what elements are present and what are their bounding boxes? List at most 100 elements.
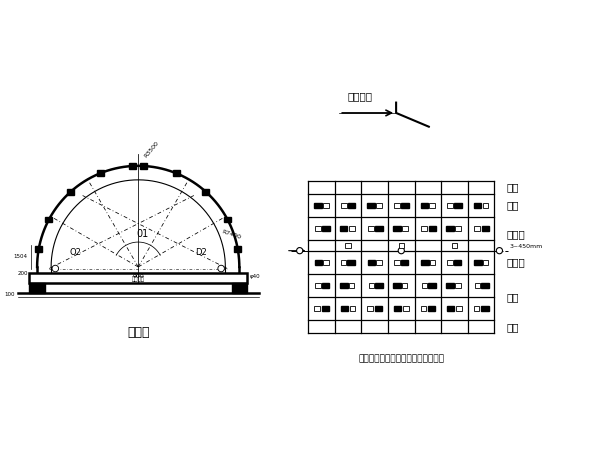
Bar xyxy=(341,306,348,312)
Bar xyxy=(402,283,407,288)
Bar xyxy=(454,203,462,208)
Text: 边模: 边模 xyxy=(506,292,519,302)
Bar xyxy=(350,306,355,311)
Text: 底模: 底模 xyxy=(506,182,519,193)
Bar xyxy=(341,203,347,208)
Text: 1504: 1504 xyxy=(14,254,28,259)
Bar xyxy=(481,283,489,288)
Bar xyxy=(348,203,355,208)
Text: φ40: φ40 xyxy=(250,274,261,279)
Bar xyxy=(346,243,351,248)
Text: 200: 200 xyxy=(17,271,28,276)
Bar xyxy=(315,226,320,231)
Text: 短顶模: 短顶模 xyxy=(506,257,525,267)
Bar xyxy=(398,243,404,248)
Bar xyxy=(483,203,488,208)
Bar xyxy=(340,283,348,288)
Bar xyxy=(421,226,427,231)
Bar xyxy=(428,283,436,288)
Bar xyxy=(454,260,462,265)
Bar xyxy=(474,226,480,231)
Bar xyxy=(46,216,52,222)
Bar xyxy=(483,260,488,265)
Bar xyxy=(368,260,376,265)
Bar xyxy=(403,306,409,311)
Text: R7400: R7400 xyxy=(221,229,242,240)
Circle shape xyxy=(398,248,404,254)
Bar xyxy=(455,283,460,288)
Bar xyxy=(349,283,355,288)
Bar xyxy=(368,226,374,231)
Bar xyxy=(224,216,231,222)
Circle shape xyxy=(296,248,303,254)
Bar xyxy=(367,306,373,311)
Bar xyxy=(394,306,401,312)
Circle shape xyxy=(52,265,58,272)
Bar xyxy=(401,203,409,208)
Bar xyxy=(140,163,147,169)
Bar xyxy=(429,226,436,231)
Text: O2: O2 xyxy=(70,249,82,258)
Bar xyxy=(446,226,454,231)
Bar xyxy=(323,203,329,208)
Bar xyxy=(447,306,454,312)
Bar xyxy=(447,203,453,208)
Text: 01: 01 xyxy=(137,229,149,239)
Text: R3500: R3500 xyxy=(143,141,159,159)
Bar xyxy=(456,306,462,311)
Bar xyxy=(234,246,242,253)
Circle shape xyxy=(496,248,502,254)
Text: 长顶模: 长顶模 xyxy=(506,229,525,239)
Bar xyxy=(374,306,382,312)
Bar xyxy=(376,226,383,231)
Bar xyxy=(430,260,435,265)
Text: 100: 100 xyxy=(5,292,16,297)
Bar xyxy=(322,306,329,312)
Bar xyxy=(323,260,329,265)
Text: 边模: 边模 xyxy=(506,201,519,211)
Bar xyxy=(29,273,247,283)
Bar xyxy=(474,203,481,208)
Text: 900: 900 xyxy=(132,274,144,279)
Bar xyxy=(394,260,400,265)
Text: 作业窗、注浆口、振捣器布置示意图: 作业窗、注浆口、振捣器布置示意图 xyxy=(358,354,444,363)
Bar xyxy=(393,226,401,231)
Bar xyxy=(421,306,426,311)
Bar xyxy=(314,306,320,311)
Bar xyxy=(314,203,322,208)
Text: 前进方向: 前进方向 xyxy=(347,91,373,101)
Bar xyxy=(97,170,104,176)
Bar xyxy=(451,243,457,248)
Bar xyxy=(29,283,45,294)
Text: 横板通道: 横板通道 xyxy=(132,276,145,282)
Bar xyxy=(349,226,355,231)
Bar xyxy=(322,283,329,288)
Bar xyxy=(315,260,322,265)
Bar xyxy=(402,226,408,231)
Bar xyxy=(393,283,401,288)
Bar xyxy=(422,283,427,288)
Bar xyxy=(322,226,330,231)
Bar xyxy=(394,203,400,208)
Bar xyxy=(447,260,453,265)
Bar xyxy=(475,283,480,288)
Bar xyxy=(376,203,382,208)
Text: 底模: 底模 xyxy=(506,322,519,332)
Bar xyxy=(375,283,383,288)
Bar xyxy=(231,283,247,294)
Circle shape xyxy=(218,265,224,272)
Bar xyxy=(316,283,321,288)
Bar xyxy=(401,260,408,265)
Bar xyxy=(172,170,180,176)
Text: 3~450mm: 3~450mm xyxy=(510,244,543,249)
Bar xyxy=(428,306,435,312)
Bar xyxy=(340,226,347,231)
Bar xyxy=(474,306,479,311)
Bar xyxy=(421,260,429,265)
Bar xyxy=(67,189,74,195)
Bar xyxy=(474,260,481,265)
Bar xyxy=(481,226,489,231)
Bar xyxy=(347,260,355,265)
Bar xyxy=(376,260,382,265)
Bar xyxy=(368,283,374,288)
